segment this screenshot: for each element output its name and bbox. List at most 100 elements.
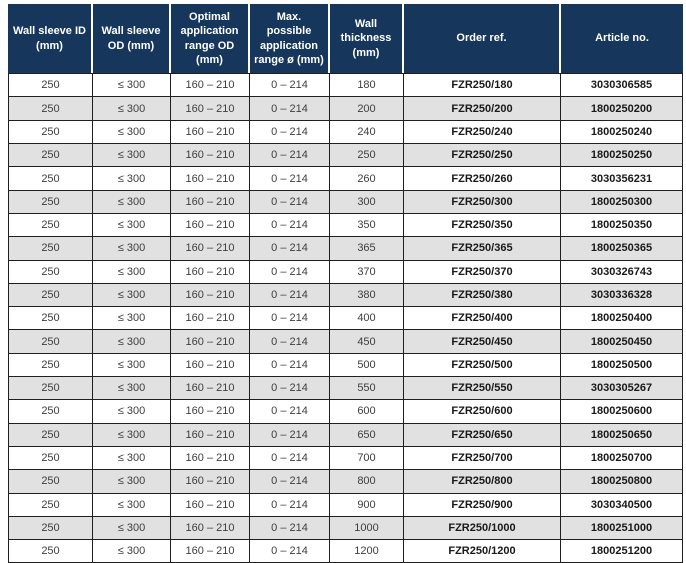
table-cell: 0 – 214 [250,446,330,471]
table-row: 250 ≤ 300 160 – 210 0 – 214 600 FZR250/600 180… [9,400,683,424]
table-cell: 250 [9,213,93,238]
table-cell: 0 – 214 [250,377,330,401]
table-cell: 250 [9,540,93,563]
table-cell: 1800250350 [561,213,683,238]
table-cell: 1800250800 [561,470,683,494]
table-cell: 1800250250 [561,144,683,168]
table-cell: FZR250/370 [404,260,561,284]
table-cell: 160 – 210 [171,260,250,284]
table-cell: 160 – 210 [171,470,250,494]
product-spec-table: Wall sleeve ID (mm) Wall sleeve OD (mm) … [8,4,683,563]
table-cell: 3030336328 [561,283,683,308]
table-cell: 160 – 210 [171,74,250,98]
table-cell: ≤ 300 [93,423,171,447]
table-cell: 160 – 210 [171,377,250,401]
table-cell: 1800250600 [561,400,683,424]
table-cell: 250 [9,353,93,378]
table-cell: 160 – 210 [171,283,250,308]
table-cell: 250 [330,144,404,168]
table-cell: 1800250450 [561,330,683,354]
table-cell: 0 – 214 [250,213,330,238]
table-cell: 180 [330,74,404,98]
table-cell: 900 [330,493,404,517]
table-cell: 0 – 214 [250,144,330,168]
table-cell: 160 – 210 [171,330,250,354]
table-cell: 250 [9,400,93,424]
table-cell: ≤ 300 [93,190,171,214]
table-cell: 250 [9,493,93,517]
table-cell: FZR250/700 [404,446,561,471]
table-cell: ≤ 300 [93,493,171,517]
table-cell: 160 – 210 [171,167,250,191]
table-cell: 550 [330,377,404,401]
table-cell: 160 – 210 [171,540,250,563]
table-cell: ≤ 300 [93,260,171,284]
table-cell: 1800250650 [561,423,683,447]
table-cell: 0 – 214 [250,167,330,191]
table-row: 250 ≤ 300 160 – 210 0 – 214 500 FZR250/500 180… [9,353,683,378]
table-header-row: Wall sleeve ID (mm) Wall sleeve OD (mm) … [8,4,683,74]
table-row: 250 ≤ 300 160 – 210 0 – 214 700 FZR250/700 180… [9,446,683,471]
table-cell: ≤ 300 [93,167,171,191]
table-cell: 1800251000 [561,516,683,541]
column-header-article-no: Article no. [561,4,683,74]
table-cell: 3030356231 [561,167,683,191]
table-cell: 160 – 210 [171,353,250,378]
table-cell: FZR250/650 [404,423,561,447]
table-cell: 0 – 214 [250,283,330,308]
column-header-order-ref: Order ref. [404,4,561,74]
table-cell: FZR250/900 [404,493,561,517]
table-cell: 3030326743 [561,260,683,284]
table-cell: 0 – 214 [250,307,330,331]
table-cell: 700 [330,446,404,471]
table-cell: 250 [9,307,93,331]
table-cell: 250 [9,74,93,98]
table-cell: 1800250500 [561,353,683,378]
table-cell: 365 [330,237,404,261]
table-cell: 160 – 210 [171,237,250,261]
table-cell: ≤ 300 [93,144,171,168]
table-cell: 650 [330,423,404,447]
table-row: 250 ≤ 300 160 – 210 0 – 214 300 FZR250/300 180… [9,190,683,214]
table-row: 250 ≤ 300 160 – 210 0 – 214 250 FZR250/250 180… [9,144,683,168]
table-cell: 250 [9,97,93,121]
table-cell: 3030340500 [561,493,683,517]
table-cell: 1200 [330,540,404,563]
table-cell: 160 – 210 [171,307,250,331]
table-cell: 0 – 214 [250,353,330,378]
table-cell: 0 – 214 [250,190,330,214]
table-cell: ≤ 300 [93,516,171,541]
table-cell: FZR250/350 [404,213,561,238]
table-cell: ≤ 300 [93,283,171,308]
table-cell: ≤ 300 [93,400,171,424]
table-cell: 250 [9,470,93,494]
table-cell: 0 – 214 [250,97,330,121]
table-cell: ≤ 300 [93,74,171,98]
table-row: 250 ≤ 300 160 – 210 0 – 214 400 FZR250/400 180… [9,307,683,331]
column-header-max-application-range: Max. possible application range ø (mm) [250,4,330,74]
table-cell: 250 [9,237,93,261]
table-cell: 0 – 214 [250,470,330,494]
table-cell: 0 – 214 [250,493,330,517]
table-row: 250 ≤ 300 160 – 210 0 – 214 450 FZR250/450 180… [9,330,683,354]
table-cell: FZR250/380 [404,283,561,308]
table-cell: FZR250/200 [404,97,561,121]
table-row: 250 ≤ 300 160 – 210 0 – 214 1000 FZR250/1000 1… [9,516,683,541]
table-cell: 800 [330,470,404,494]
table-row: 250 ≤ 300 160 – 210 0 – 214 180 FZR250/180 303… [9,74,683,98]
table-cell: 0 – 214 [250,237,330,261]
table-cell: FZR250/260 [404,167,561,191]
table-cell: 450 [330,330,404,354]
table-cell: 1800251200 [561,540,683,563]
table-cell: 160 – 210 [171,120,250,145]
table-cell: FZR250/240 [404,120,561,145]
table-cell: 250 [9,516,93,541]
table-cell: ≤ 300 [93,307,171,331]
table-row: 250 ≤ 300 160 – 210 0 – 214 800 FZR250/800 180… [9,470,683,494]
table-cell: 0 – 214 [250,516,330,541]
table-cell: 250 [9,260,93,284]
table-cell: FZR250/365 [404,237,561,261]
table-cell: 0 – 214 [250,120,330,145]
table-cell: 200 [330,97,404,121]
table-cell: 0 – 214 [250,330,330,354]
